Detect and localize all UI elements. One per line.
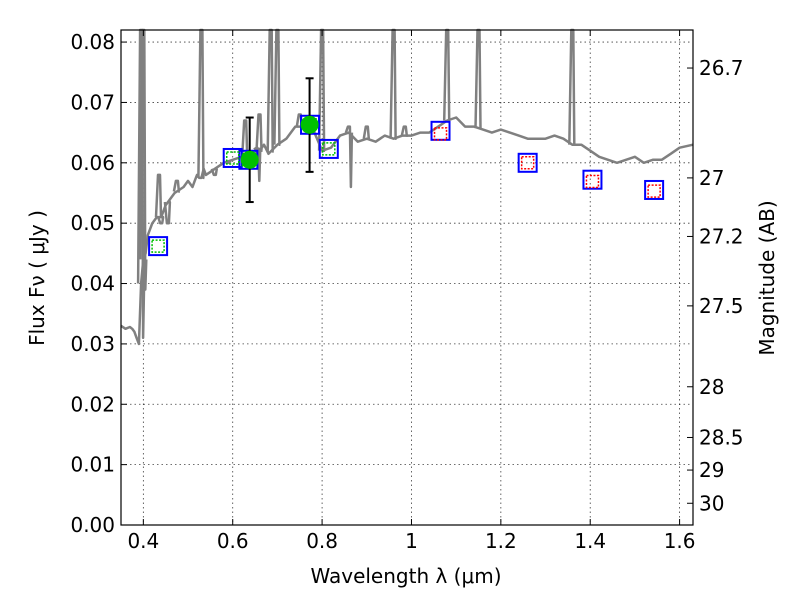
- model-flux-square-marker: [433, 127, 448, 141]
- y-tick-label: 0.01: [70, 453, 115, 477]
- spectrum-line-spike: [273, 28, 281, 146]
- measured-flux-point: [300, 115, 319, 134]
- x-tick-label: 0.8: [306, 529, 338, 553]
- y2-tick-label: 27: [699, 166, 724, 190]
- model-flux-square-marker: [585, 174, 600, 189]
- spectrum-layer: [120, 28, 694, 346]
- y2-tick-label: 27.2: [699, 224, 744, 248]
- model-flux-square-marker: [151, 239, 165, 253]
- photometry-square-marker: [582, 169, 603, 190]
- spectrum-line-spike: [210, 167, 219, 177]
- x-tick-label: 1.2: [485, 529, 517, 553]
- spectrum-line-spike: [266, 28, 274, 153]
- spectrum-line-spike: [224, 160, 232, 165]
- y2-tick-label: 29: [699, 458, 724, 482]
- spectrum-line-spike: [154, 173, 163, 219]
- photometry-square-marker: [318, 138, 339, 159]
- photometry-square-marker: [148, 236, 169, 257]
- y-tick-label: 0.06: [70, 151, 115, 175]
- model-flux-square-marker: [225, 151, 240, 165]
- plot-frame: [120, 29, 694, 526]
- spectrum-line-spike: [389, 28, 397, 140]
- x-tick-label: 1.4: [574, 529, 606, 553]
- y2-tick-label: 26.7: [699, 56, 744, 80]
- photometry-square-marker: [517, 152, 538, 173]
- y-tick-label: 0.04: [70, 272, 115, 296]
- spectrum-line-spike: [442, 28, 451, 122]
- spectrum-line-spike: [163, 200, 172, 225]
- x-tick-label: 0.6: [217, 529, 249, 553]
- y-tick-label: 0.07: [70, 90, 115, 114]
- spectrum-line-spike: [172, 179, 181, 193]
- spectrum-line-spike: [362, 125, 371, 140]
- tick-layer: 0.4 0.6 0.8 1 1.2 1.4 1.6 0.00 0.01 0.02 0.03 0.04 0…: [70, 30, 744, 553]
- x-axis-title: Wavelength λ (μm): [310, 564, 501, 588]
- spectrum-line-spike: [255, 113, 263, 152]
- model-flux-square-marker: [647, 184, 661, 198]
- grid: [121, 30, 693, 526]
- y2-tick-label: 28.5: [699, 425, 744, 449]
- y-tick-label: 0.00: [70, 513, 115, 537]
- spectrum-line-spike: [197, 28, 205, 180]
- y-tick-label: 0.08: [70, 30, 115, 54]
- y2-tick-label: 30: [699, 491, 724, 515]
- marker-layer: [148, 77, 665, 257]
- spectrum-line-spike: [344, 125, 354, 189]
- y2-tick-label: 27.5: [699, 294, 744, 318]
- measured-flux-point: [240, 150, 259, 169]
- spectrum-line-spike: [400, 125, 409, 137]
- model-flux-square-marker: [322, 142, 336, 156]
- y-tick-label: 0.02: [70, 392, 115, 416]
- x-tick-label: 1.6: [664, 529, 696, 553]
- x-tick-label: 1: [405, 529, 418, 553]
- spectrum-line-spike: [474, 28, 482, 130]
- spectrum-line-spike: [568, 28, 576, 146]
- y-tick-label: 0.05: [70, 211, 115, 235]
- y2-axis-title: Magnitude (AB): [755, 200, 779, 355]
- y-axis-title: Flux Fν ( μJy ): [25, 210, 49, 346]
- y-tick-label: 0.03: [70, 332, 115, 356]
- y2-tick-label: 28: [699, 375, 724, 399]
- photometry-square-marker: [644, 179, 665, 200]
- x-tick-label: 0.4: [127, 529, 159, 553]
- spectrum-continuum-line: [120, 116, 694, 346]
- spectrum-line-spike: [157, 215, 165, 225]
- model-flux-square-marker: [520, 156, 535, 170]
